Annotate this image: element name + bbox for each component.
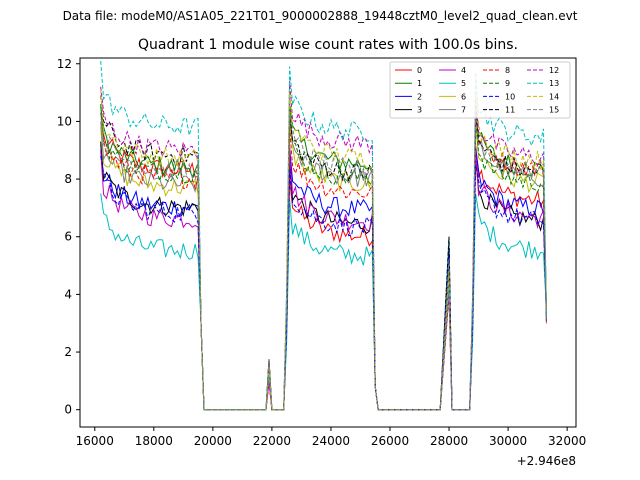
x-tick-label: 22000 — [253, 434, 291, 448]
y-tick-label: 2 — [64, 345, 72, 359]
legend-label-8: 8 — [505, 66, 510, 75]
x-tick-label: 30000 — [489, 434, 527, 448]
y-tick-label: 12 — [57, 57, 72, 71]
series-line-2 — [100, 144, 547, 411]
legend-label-3: 3 — [417, 106, 422, 115]
series-line-15 — [100, 112, 547, 411]
legend-label-0: 0 — [417, 66, 422, 75]
x-tick-label: 28000 — [430, 434, 468, 448]
y-tick-label: 6 — [64, 230, 72, 244]
series-line-0 — [100, 112, 547, 411]
x-offset-label: +2.946e8 — [517, 454, 576, 468]
legend-label-10: 10 — [505, 92, 515, 101]
legend-label-1: 1 — [417, 79, 422, 88]
legend-label-5: 5 — [461, 79, 466, 88]
legend-label-13: 13 — [549, 79, 559, 88]
series-line-5 — [100, 193, 547, 411]
suptitle: Data file: modeM0/AS1A05_221T01_90000028… — [62, 9, 578, 23]
plot-frame — [79, 57, 577, 428]
x-tick-label: 32000 — [548, 434, 586, 448]
legend-label-15: 15 — [549, 106, 559, 115]
legend-label-6: 6 — [461, 92, 466, 101]
chart-title: Quadrant 1 module wise count rates with … — [138, 37, 518, 53]
series-line-9 — [100, 104, 547, 411]
series-line-11 — [100, 95, 547, 411]
x-tick-label: 18000 — [135, 434, 173, 448]
x-tick-label: 20000 — [194, 434, 232, 448]
legend-label-2: 2 — [417, 92, 422, 101]
legend-label-9: 9 — [505, 79, 510, 88]
series-line-10 — [100, 155, 547, 411]
y-tick-label: 0 — [64, 403, 72, 417]
legend-label-7: 7 — [461, 106, 466, 115]
x-tick-label: 24000 — [312, 434, 350, 448]
y-tick-label: 8 — [64, 172, 72, 186]
x-tick-label: 16000 — [76, 434, 114, 448]
series-line-6 — [100, 124, 547, 411]
y-tick-label: 4 — [64, 287, 72, 301]
legend-box — [389, 61, 571, 119]
x-tick-label: 26000 — [371, 434, 409, 448]
legend-label-11: 11 — [505, 106, 515, 115]
legend-label-12: 12 — [549, 66, 559, 75]
legend-label-14: 14 — [549, 92, 559, 101]
legend-label-4: 4 — [461, 66, 466, 75]
series-line-4 — [100, 150, 547, 411]
y-tick-label: 10 — [57, 114, 72, 128]
